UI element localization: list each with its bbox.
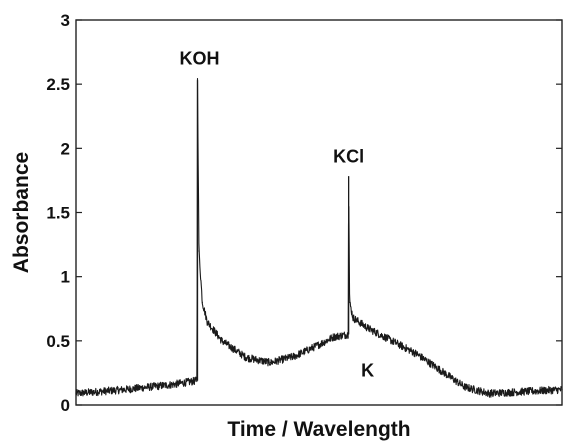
data-point xyxy=(75,392,77,395)
y-axis-ticks: 0 0.5 1 1.5 2 2.5 3 xyxy=(46,11,562,415)
y-tick-label: 1.5 xyxy=(46,204,70,223)
peak-annotation-koh: KOH xyxy=(180,48,220,68)
data-point xyxy=(221,340,223,342)
data-point xyxy=(439,369,442,371)
data-point xyxy=(561,389,563,391)
data-point xyxy=(352,317,354,319)
data-point xyxy=(391,340,393,342)
data-point xyxy=(206,320,208,323)
data-point xyxy=(464,386,466,388)
data-point xyxy=(415,353,417,355)
data-point xyxy=(201,301,203,303)
data-point xyxy=(245,356,247,359)
data-point xyxy=(537,390,539,392)
y-tick-label: 0 xyxy=(61,396,70,415)
data-point xyxy=(172,383,174,386)
data-point xyxy=(367,327,369,329)
peak-annotation-kcl: KCl xyxy=(333,147,364,167)
data-point xyxy=(512,391,515,393)
x-axis-label: Time / Wavelength xyxy=(227,418,410,441)
series-layer xyxy=(75,78,563,398)
annotation-layer: KOH KCl K xyxy=(180,48,375,380)
data-point xyxy=(318,344,320,346)
series-line xyxy=(75,78,563,398)
data-point xyxy=(198,250,200,252)
data-point xyxy=(294,355,296,357)
data-point xyxy=(332,336,335,338)
data-point xyxy=(124,389,126,391)
y-tick-label: 2.5 xyxy=(46,75,70,94)
y-tick-label: 3 xyxy=(61,11,70,30)
y-tick-label: 2 xyxy=(61,139,70,158)
y-axis-label: Absorbance xyxy=(10,152,33,273)
data-point xyxy=(349,301,351,303)
data-point xyxy=(488,392,490,395)
y-tick-label: 0.5 xyxy=(46,332,70,351)
data-point xyxy=(269,362,271,364)
peak-annotation-k: K xyxy=(361,361,374,381)
y-tick-label: 1 xyxy=(61,268,70,287)
